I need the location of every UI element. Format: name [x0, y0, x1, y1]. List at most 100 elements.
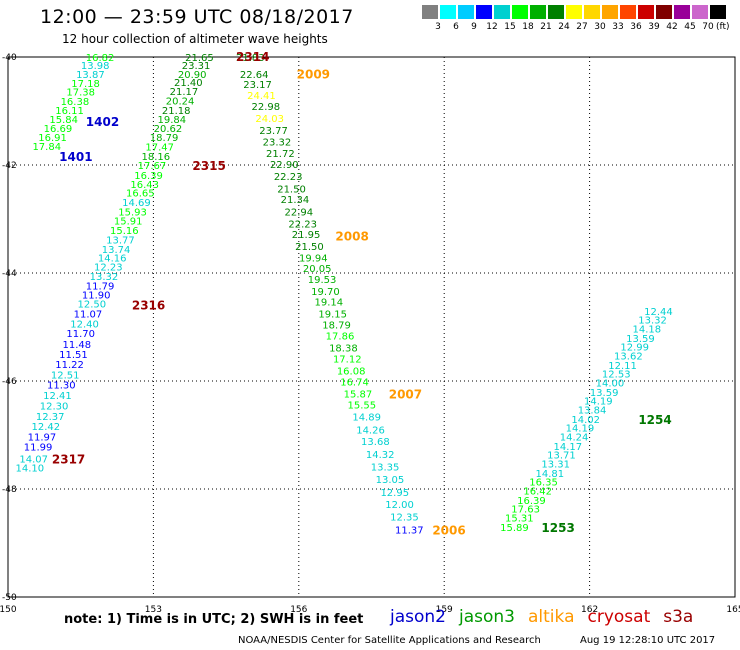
swh-value-label: 13.32	[90, 272, 119, 283]
color-scale-label: 12	[486, 22, 498, 32]
swh-value-label: 14.81	[536, 469, 565, 480]
swh-value-label: 11.07	[74, 310, 103, 321]
footer: NOAA/NESDIS Center for Satellite Applica…	[238, 635, 715, 646]
swh-value-label: 21.50	[277, 184, 306, 195]
legend-jason3: jason3	[459, 607, 515, 627]
swh-value-label: 14.18	[632, 325, 661, 336]
swh-value-label: 14.17	[553, 442, 582, 453]
swh-value-label: 23.32	[263, 137, 292, 148]
swh-value-label: 15.89	[500, 523, 529, 534]
footer-credit: NOAA/NESDIS Center for Satellite Applica…	[238, 635, 541, 646]
swh-value-label: 13.32	[638, 316, 667, 327]
color-scale-label: 36	[630, 22, 642, 32]
swh-value-label: 16.11	[55, 106, 84, 117]
color-scale-label: 24	[558, 22, 570, 32]
swh-value-label: 17.18	[71, 79, 100, 90]
color-scale-label: 33	[612, 22, 624, 32]
swh-value-label: 12.51	[51, 371, 80, 382]
swh-value-label: 16.08	[337, 366, 366, 377]
swh-value-label: 11.90	[82, 291, 111, 302]
swh-value-label: 13.87	[76, 70, 105, 81]
swh-value-label: 18.38	[329, 344, 358, 355]
color-swatch	[422, 5, 438, 19]
swh-value-label: 21.17	[170, 87, 199, 98]
swh-value-label: 12.42	[31, 422, 60, 433]
swh-value-label: 15.31	[505, 514, 534, 525]
pass-time-label: 2007	[389, 388, 422, 402]
swh-value-label: 15.91	[114, 217, 143, 228]
swh-value-label: 19.94	[299, 253, 328, 264]
color-swatch	[494, 5, 510, 19]
swh-value-label: 18.79	[150, 133, 179, 144]
swh-value-label: 11.48	[63, 340, 92, 351]
swh-value-label: 17.84	[32, 142, 61, 153]
legend-s3a: s3a	[663, 607, 694, 627]
color-scale-label: 9	[471, 22, 477, 32]
swh-value-label: 22.64	[240, 70, 269, 81]
x-tick-label: 159	[436, 605, 453, 615]
color-swatch	[674, 5, 690, 19]
chart-title: 12:00 — 23:59 UTC 08/18/2017	[40, 6, 354, 28]
swh-value-label: 22.90	[270, 160, 299, 171]
swh-value-label: 12.50	[78, 299, 107, 310]
swh-value-label: 13.05	[376, 475, 405, 486]
x-tick-label: 156	[290, 605, 307, 615]
swh-value-label: 13.35	[371, 462, 400, 473]
swh-value-label: 19.15	[318, 310, 347, 321]
color-swatch	[476, 5, 492, 19]
swh-value-label: 20.62	[154, 124, 183, 135]
swh-value-label: 14.07	[19, 454, 48, 465]
swh-value-label: 19.70	[311, 287, 340, 298]
swh-value-label: 11.97	[28, 433, 57, 444]
swh-value-label: 21.72	[266, 149, 295, 160]
swh-value-label: 20.05	[303, 264, 332, 275]
swh-value-label: 15.55	[347, 400, 376, 411]
legend-jason2: jason2	[390, 607, 446, 627]
pass-time-label: 1253	[541, 521, 574, 535]
color-scale-label: 30	[594, 22, 606, 32]
pass-time-label: 2317	[52, 452, 85, 466]
swh-value-label: 18.79	[322, 320, 351, 331]
swh-value-label: 23.17	[243, 80, 272, 91]
satellite-legend: jason2 jason3 altika cryosat s3a	[390, 607, 706, 627]
swh-value-label: 13.71	[547, 451, 576, 462]
swh-value-label: 13.74	[102, 245, 131, 256]
swh-value-label: 16.43	[130, 180, 159, 191]
swh-value-label: 13.68	[361, 437, 390, 448]
swh-value-label: 16.82	[86, 53, 115, 64]
swh-value-label: 14.00	[596, 379, 625, 390]
swh-value-label: 12.35	[390, 513, 419, 524]
swh-value-label: 16.74	[340, 378, 369, 389]
swh-value-label: 14.19	[566, 424, 595, 435]
color-swatch	[602, 5, 618, 19]
y-tick-label: -48	[2, 485, 17, 495]
swh-value-label: 11.30	[47, 380, 76, 391]
swh-value-label: 22.23	[274, 172, 303, 183]
swh-value-label: 12.44	[644, 307, 673, 318]
pass-time-label: 1401	[59, 150, 92, 164]
y-tick-label: -42	[2, 161, 17, 171]
swh-value-label: 13.98	[81, 61, 110, 72]
swh-value-label: 13.59	[626, 334, 655, 345]
pass-time-label: 1254	[638, 413, 671, 427]
swh-value-label: 22.23	[288, 219, 317, 230]
pass-time-label: 2316	[132, 298, 165, 312]
swh-value-label: 12.00	[385, 500, 414, 511]
swh-value-label: 19.53	[308, 275, 337, 286]
pass-time-label: 1402	[86, 115, 119, 129]
swh-value-label: 17.63	[511, 505, 540, 516]
swh-value-label: 15.87	[344, 390, 373, 401]
swh-value-label: 19.84	[157, 115, 186, 126]
color-swatch	[638, 5, 654, 19]
swh-value-label: 16.35	[529, 478, 558, 489]
swh-value-label: 23.31	[182, 61, 211, 72]
swh-value-label: 12.30	[40, 401, 69, 412]
swh-value-label: 12.37	[36, 412, 65, 423]
color-scale-label: 3	[435, 22, 441, 32]
pass-time-label: 2008	[335, 229, 368, 243]
swh-value-label: 21.34	[281, 195, 310, 206]
footer-timestamp: Aug 19 12:28:10 UTC 2017	[580, 635, 716, 646]
swh-value-label: 17.67	[138, 161, 167, 172]
swh-value-label: 22.98	[252, 102, 281, 113]
swh-value-label: 15.84	[49, 115, 78, 126]
